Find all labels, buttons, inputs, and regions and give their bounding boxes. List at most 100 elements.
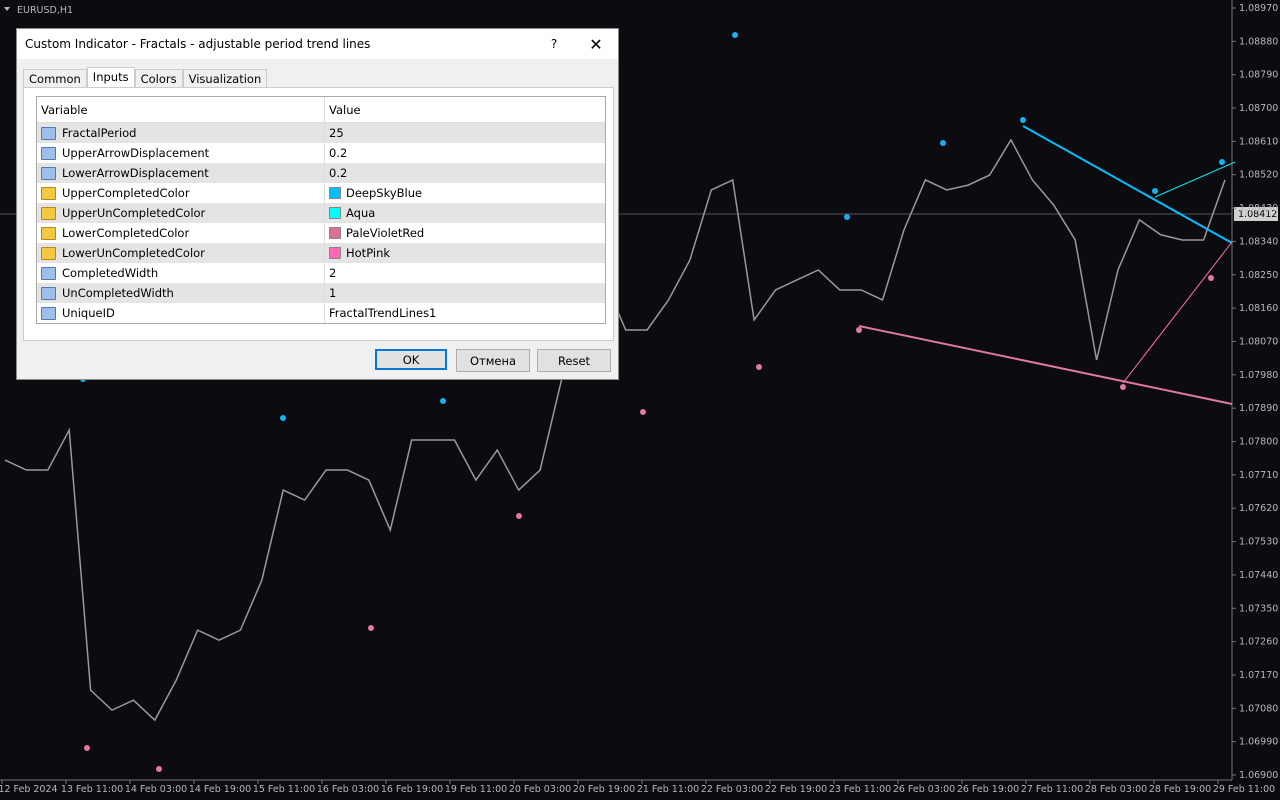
date-label: 22 Feb 03:00	[701, 784, 763, 795]
value: DeepSkyBlue	[346, 186, 423, 200]
price-label: 1.07260	[1239, 637, 1278, 648]
date-label: 15 Feb 11:00	[253, 784, 315, 795]
value-cell: HotPink	[325, 246, 605, 260]
title-bar: Custom Indicator - Fractals - adjustable…	[17, 29, 618, 59]
date-label: 13 Feb 11:00	[61, 784, 123, 795]
value: 0.2	[329, 166, 348, 180]
value: 25	[329, 126, 344, 140]
header-cell: Variable	[37, 97, 325, 122]
variable-name: UnCompletedWidth	[62, 286, 174, 300]
input-row[interactable]: LowerUnCompletedColor HotPink	[37, 243, 605, 263]
input-row[interactable]: UpperUnCompletedColor Aqua	[37, 203, 605, 223]
variable-cell: FractalPeriod	[37, 123, 325, 143]
help-button[interactable]: ?	[550, 37, 558, 51]
button[interactable]: Отмена	[456, 349, 530, 372]
variable-name: UpperArrowDisplacement	[62, 146, 210, 160]
value: Aqua	[346, 206, 376, 220]
dialog-title: Custom Indicator - Fractals - adjustable…	[25, 37, 371, 51]
type-icon	[41, 206, 56, 220]
color-swatch	[329, 207, 341, 219]
price-label: 1.06990	[1239, 737, 1278, 748]
button[interactable]: OK	[375, 349, 447, 370]
date-label: 19 Feb 11:00	[445, 784, 507, 795]
lower-uncompleted-line	[1122, 241, 1233, 384]
color-swatch	[329, 187, 341, 199]
variable-cell: LowerCompletedColor	[37, 223, 325, 243]
value-cell: 0.2	[325, 166, 605, 180]
lower-trendline	[858, 325, 1233, 405]
variable-name: UpperCompletedColor	[62, 186, 190, 200]
date-label: 14 Feb 19:00	[189, 784, 251, 795]
date-label: 21 Feb 11:00	[637, 784, 699, 795]
price-label: 1.08520	[1239, 170, 1278, 181]
price-label: 1.08430	[1239, 203, 1278, 214]
variable-cell: UniqueID	[37, 303, 325, 323]
price-label: 1.08790	[1239, 70, 1278, 81]
date-label: 16 Feb 03:00	[317, 784, 379, 795]
input-row[interactable]: UpperArrowDisplacement 0.2	[37, 143, 605, 163]
color-swatch	[329, 247, 341, 259]
lower-fractals	[84, 275, 1214, 772]
input-row[interactable]: LowerArrowDisplacement 0.2	[37, 163, 605, 183]
value-cell: 1	[325, 286, 605, 300]
indicator-dialog: Custom Indicator - Fractals - adjustable…	[16, 28, 619, 380]
input-row[interactable]: CompletedWidth 2	[37, 263, 605, 283]
date-label: 28 Feb 19:00	[1149, 784, 1211, 795]
variable-name: UniqueID	[62, 306, 115, 320]
type-icon	[41, 306, 56, 320]
close-button[interactable]: ✕	[589, 34, 603, 54]
price-label: 1.07620	[1239, 503, 1278, 514]
value-cell: PaleVioletRed	[325, 226, 605, 240]
input-row[interactable]: LowerCompletedColor PaleVioletRed	[37, 223, 605, 243]
input-row[interactable]: FractalPeriod 25	[37, 123, 605, 143]
button[interactable]: Reset	[537, 349, 611, 372]
price-label: 1.07080	[1239, 703, 1278, 714]
type-icon	[41, 146, 56, 160]
value-cell: FractalTrendLines1	[325, 306, 605, 320]
tab[interactable]: Common	[23, 69, 87, 88]
type-icon	[41, 266, 56, 280]
tab[interactable]: Visualization	[182, 69, 268, 88]
price-label: 1.08610	[1239, 136, 1278, 147]
value: 2	[329, 266, 337, 280]
tab[interactable]: Colors	[134, 69, 183, 88]
input-row[interactable]: UnCompletedWidth 1	[37, 283, 605, 303]
value-cell: DeepSkyBlue	[325, 186, 605, 200]
variable-name: UpperUnCompletedColor	[62, 206, 206, 220]
type-icon	[41, 186, 56, 200]
price-label: 1.08160	[1239, 303, 1278, 314]
price-label: 1.07350	[1239, 603, 1278, 614]
inputs-table: Variable Value FractalPeriod 25 UpperArrow…	[36, 96, 606, 324]
type-icon	[41, 126, 56, 140]
value-cell: Aqua	[325, 206, 605, 220]
price-label: 1.08970	[1239, 3, 1278, 14]
price-label: 1.07980	[1239, 370, 1278, 381]
input-row[interactable]: UpperCompletedColor DeepSkyBlue	[37, 183, 605, 203]
upper-uncompleted-line	[1154, 161, 1236, 198]
variable-name: CompletedWidth	[62, 266, 159, 280]
value-cell: 0.2	[325, 146, 605, 160]
tab[interactable]: Inputs	[86, 67, 135, 88]
input-row[interactable]: UniqueID FractalTrendLines1	[37, 303, 605, 323]
value: HotPink	[346, 246, 391, 260]
price-label: 1.08250	[1239, 270, 1278, 281]
value: 0.2	[329, 146, 348, 160]
price-label: 1.07530	[1239, 537, 1278, 548]
price-label: 1.08880	[1239, 36, 1278, 47]
collapse-icon	[4, 7, 10, 11]
price-label: 1.07170	[1239, 670, 1278, 681]
price-label: 1.07890	[1239, 403, 1278, 414]
variable-cell: UpperCompletedColor	[37, 183, 325, 203]
value-cell: 25	[325, 126, 605, 140]
variable-cell: UnCompletedWidth	[37, 283, 325, 303]
variable-cell: LowerArrowDisplacement	[37, 163, 325, 183]
date-label: 26 Feb 03:00	[893, 784, 955, 795]
type-icon	[41, 226, 56, 240]
variable-name: FractalPeriod	[62, 126, 137, 140]
date-label: 14 Feb 03:00	[125, 784, 187, 795]
color-swatch	[329, 227, 341, 239]
variable-cell: UpperUnCompletedColor	[37, 203, 325, 223]
